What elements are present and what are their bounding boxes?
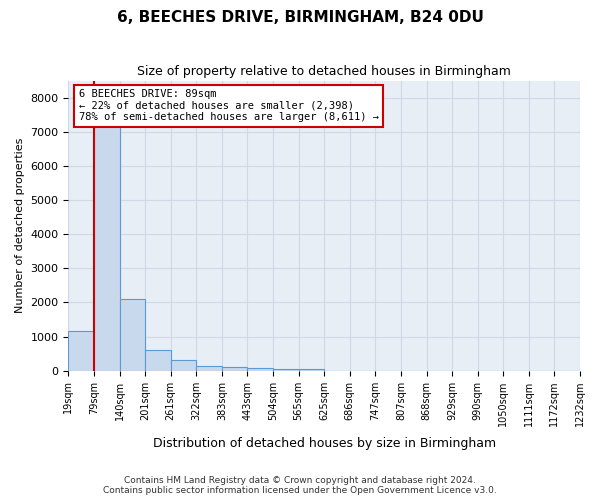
Bar (273, 369, 299, 370)
Bar (196, 366, 222, 370)
Bar (171, 360, 196, 370)
Bar (119, 299, 145, 370)
X-axis label: Distribution of detached houses by size in Birmingham: Distribution of detached houses by size … (152, 437, 496, 450)
Bar (94, 110, 119, 370)
Text: Contains HM Land Registry data © Crown copyright and database right 2024.
Contai: Contains HM Land Registry data © Crown c… (103, 476, 497, 495)
Text: 6 BEECHES DRIVE: 89sqm
← 22% of detached houses are smaller (2,398)
78% of semi-: 6 BEECHES DRIVE: 89sqm ← 22% of detached… (79, 90, 379, 122)
Bar (68, 332, 94, 370)
Bar (222, 367, 247, 370)
Text: 6, BEECHES DRIVE, BIRMINGHAM, B24 0DU: 6, BEECHES DRIVE, BIRMINGHAM, B24 0DU (116, 10, 484, 25)
Bar (299, 369, 324, 370)
Bar (145, 350, 171, 370)
Bar (247, 368, 273, 370)
Y-axis label: Number of detached properties: Number of detached properties (15, 138, 25, 314)
Title: Size of property relative to detached houses in Birmingham: Size of property relative to detached ho… (137, 65, 511, 78)
